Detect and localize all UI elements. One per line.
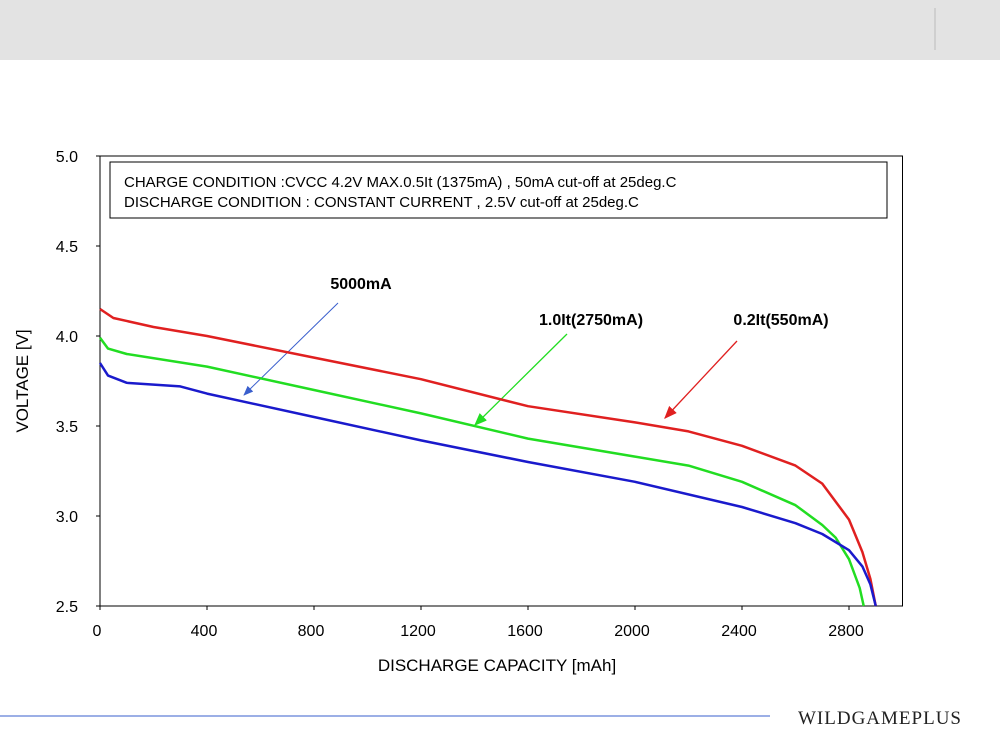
annotation: DISCHARGE CONDITION : CONSTANT CURRENT ,…	[124, 194, 639, 211]
x-tick-label: 1600	[507, 623, 543, 640]
x-tick-label: 0	[93, 623, 102, 640]
x-tick-label: 2800	[828, 623, 864, 640]
y-tick-label: 4.0	[56, 329, 78, 346]
plot-frame	[99, 155, 903, 607]
x-tick-label: 2400	[721, 623, 757, 640]
y-tick-label: 3.5	[56, 419, 78, 436]
series-label: 5000mA	[330, 276, 392, 293]
series-label: 0.2It(550mA)	[733, 312, 828, 329]
y-tick-label: 3.0	[56, 509, 78, 526]
x-tick-label: 2000	[614, 623, 650, 640]
x-tick-label: 1200	[400, 623, 436, 640]
annotation-arrow	[243, 302, 339, 396]
watermark: WILDGAMEPLUS	[798, 708, 962, 729]
series-line	[98, 362, 877, 607]
annotation: CHARGE CONDITION :CVCC 4.2V MAX.0.5It (1…	[124, 174, 677, 191]
y-tick-label: 5.0	[56, 149, 78, 166]
series-line	[98, 337, 865, 607]
x-tick-label: 800	[298, 623, 325, 640]
condition-box	[109, 161, 888, 219]
series-label: 1.0It(2750mA)	[539, 312, 643, 329]
x-tick-label: 400	[191, 623, 218, 640]
y-tick-label: 2.5	[56, 599, 78, 616]
annotation-arrow	[664, 340, 738, 419]
y-axis-label: VOLTAGE [V]	[13, 329, 32, 432]
y-tick-label: 4.5	[56, 239, 78, 256]
series-line	[99, 307, 877, 607]
x-axis-label: DISCHARGE CAPACITY [mAh]	[378, 656, 616, 675]
header-bar	[0, 0, 1000, 60]
annotation-arrow	[474, 333, 568, 426]
